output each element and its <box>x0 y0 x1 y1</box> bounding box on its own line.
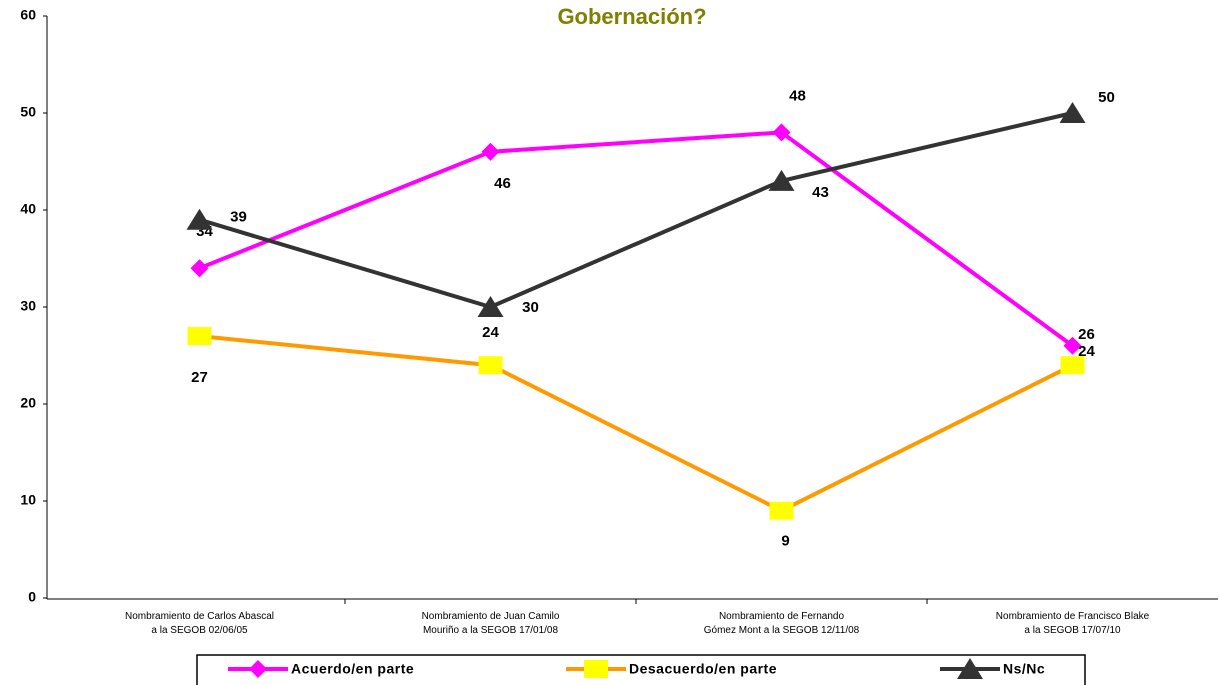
marker <box>481 142 500 161</box>
legend-marker <box>249 660 267 678</box>
data-label: 30 <box>522 299 539 316</box>
y-tick-label: 40 <box>20 201 36 217</box>
marker <box>1063 336 1082 355</box>
x-tick-label: Nombramiento de Carlos Abascal a la SEGOB… <box>125 611 274 636</box>
marker <box>772 123 791 142</box>
y-tick-label: 20 <box>20 395 36 411</box>
data-label: 43 <box>812 184 829 201</box>
y-tick-label: 60 <box>20 7 36 23</box>
marker <box>1059 102 1086 123</box>
data-label: 27 <box>191 369 208 386</box>
data-label: 48 <box>789 87 806 104</box>
legend-marker <box>957 658 983 679</box>
data-label: 26 <box>1078 326 1095 343</box>
x-tick-label-line: Nombramiento de Fernando <box>719 611 845 622</box>
x-tick-label-line: a la SEGOB 02/06/05 <box>151 625 248 636</box>
y-tick-label: 30 <box>20 298 36 314</box>
y-tick-label: 10 <box>20 492 36 508</box>
marker <box>1060 356 1085 375</box>
data-label: 50 <box>1098 89 1115 106</box>
marker <box>187 327 212 346</box>
legend-label: Desacuerdo/en parte <box>629 661 777 677</box>
x-tick-label: Nombramiento de Fernando Gómez Mont a la … <box>704 611 860 636</box>
marker <box>478 356 503 375</box>
data-label: 46 <box>494 175 511 192</box>
marker <box>477 296 504 317</box>
x-tick-label-line: Nombramiento de Juan Camilo <box>422 611 560 622</box>
marker <box>769 501 794 520</box>
legend-box <box>196 654 1086 685</box>
x-tick-label-line: Nombramiento de Francisco Blake <box>996 611 1150 622</box>
x-tick-label: Nombramiento de Francisco Blake a la SEGO… <box>996 611 1150 636</box>
x-tick-label-line: Nombramiento de Carlos Abascal <box>125 611 274 622</box>
legend-marker <box>584 660 608 678</box>
marker <box>190 259 209 278</box>
y-tick-label: 50 <box>20 104 36 120</box>
marker <box>186 208 213 230</box>
data-label: 39 <box>230 209 247 226</box>
series-line <box>199 334 1074 513</box>
x-tick-label-line: Gómez Mont a la SEGOB 12/11/08 <box>704 625 860 636</box>
legend-label: Acuerdo/en parte <box>291 661 414 677</box>
data-label: 24 <box>482 324 499 341</box>
marker <box>768 169 795 191</box>
x-tick-label-line: Mouriño a la SEGOB 17/01/08 <box>423 625 559 636</box>
data-label: 9 <box>781 533 789 550</box>
legend-label: Ns/Nc <box>1003 661 1045 677</box>
series-line <box>198 111 1073 310</box>
y-tick-label: 0 <box>28 589 36 605</box>
x-tick-label-line: a la SEGOB 17/07/10 <box>1024 625 1121 636</box>
chart-title: Gobernación? <box>557 4 706 29</box>
data-label: 24 <box>1078 343 1095 360</box>
x-tick-label: Nombramiento de Juan Camilo Mouriño a la … <box>422 611 560 636</box>
series-line <box>198 130 1074 348</box>
